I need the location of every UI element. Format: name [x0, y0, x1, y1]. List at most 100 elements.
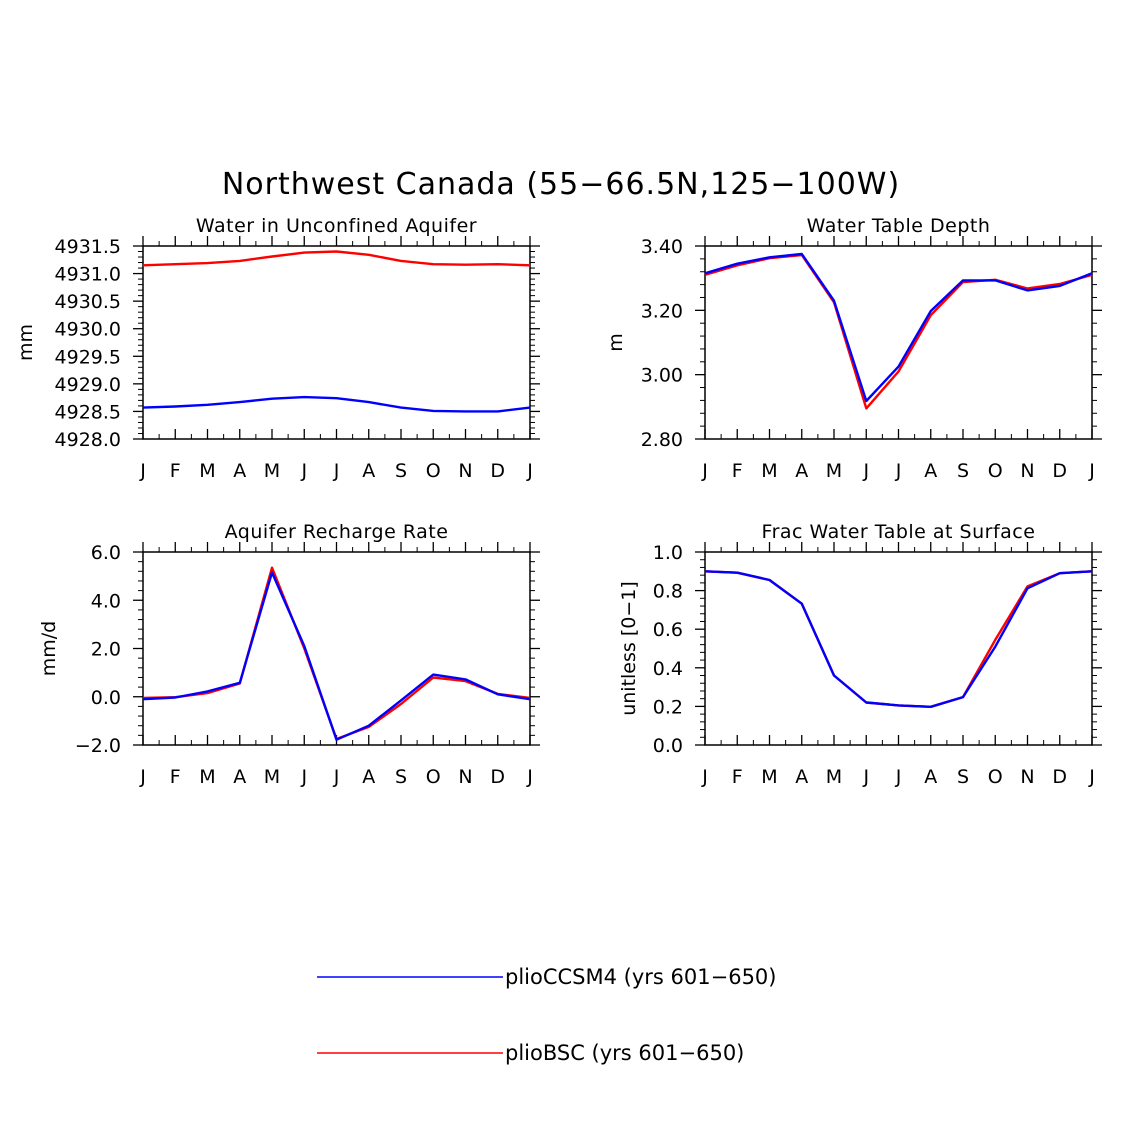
- y-tick-label: 4930.0: [55, 319, 121, 341]
- y-tick-label: 4931.0: [55, 264, 121, 286]
- series-line-pliobsc: [704, 570, 1093, 708]
- plot-frame: [142, 245, 531, 440]
- y-tick-label: 4928.5: [55, 401, 121, 423]
- x-tick-label: D: [1052, 460, 1067, 482]
- y-tick-label: 0.4: [653, 658, 683, 680]
- x-tick-label: A: [924, 766, 937, 788]
- x-tick-label: F: [732, 766, 743, 788]
- x-tick-label: M: [761, 460, 777, 482]
- y-axis-label: mm: [15, 324, 37, 361]
- x-tick-label: M: [264, 460, 280, 482]
- legend-label-pliocCSM4: plioCCSM4 (yrs 601−650): [505, 965, 776, 989]
- x-tick-label: J: [333, 766, 340, 788]
- x-tick-label: J: [333, 460, 340, 482]
- x-tick-label: J: [895, 766, 902, 788]
- y-tick-label: 3.20: [641, 300, 683, 322]
- x-tick-label: D: [1052, 766, 1067, 788]
- x-tick-label: A: [362, 460, 375, 482]
- x-tick-label: D: [490, 460, 505, 482]
- x-tick-label: A: [362, 766, 375, 788]
- x-tick-label: O: [426, 460, 441, 482]
- panel-title: Frac Water Table at Surface: [762, 521, 1036, 543]
- y-axis-label: mm/d: [38, 621, 60, 676]
- panel-title: Aquifer Recharge Rate: [225, 521, 449, 543]
- y-tick-label: 4929.0: [55, 374, 121, 396]
- legend: plioCCSM4 (yrs 601−650) plioBSC (yrs 601…: [317, 965, 776, 1065]
- x-tick-label: N: [1020, 766, 1034, 788]
- x-tick-label: F: [170, 460, 181, 482]
- x-tick-label: N: [458, 766, 472, 788]
- x-tick-label: O: [988, 766, 1003, 788]
- y-tick-label: 0.6: [653, 619, 683, 641]
- x-tick-label: J: [862, 460, 869, 482]
- series-line-plioccsm4: [704, 252, 1093, 403]
- series-line-plioccsm4: [142, 571, 531, 741]
- x-tick-label: S: [395, 766, 407, 788]
- x-tick-label: J: [895, 460, 902, 482]
- legend-label-plioBSC: plioBSC (yrs 601−650): [505, 1041, 744, 1065]
- y-axis-label: m: [605, 333, 627, 352]
- y-tick-label: 2.80: [641, 429, 683, 451]
- x-tick-label: J: [139, 766, 146, 788]
- x-tick-label: N: [1020, 460, 1034, 482]
- x-tick-label: A: [233, 460, 246, 482]
- y-tick-label: 0.8: [653, 581, 683, 603]
- y-tick-label: 4929.5: [55, 346, 121, 368]
- x-tick-label: O: [426, 766, 441, 788]
- series-line-plioccsm4: [704, 570, 1093, 708]
- x-tick-label: F: [170, 766, 181, 788]
- x-tick-label: O: [988, 460, 1003, 482]
- x-tick-label: A: [924, 460, 937, 482]
- y-axis-label: unitless [0−1]: [618, 581, 640, 716]
- y-tick-label: 4928.0: [55, 429, 121, 451]
- x-tick-label: F: [732, 460, 743, 482]
- series-line-pliobsc: [142, 250, 531, 267]
- x-tick-label: A: [795, 766, 808, 788]
- plot-frame: [704, 245, 1093, 440]
- y-tick-label: 0.0: [91, 687, 121, 709]
- x-tick-label: S: [957, 766, 969, 788]
- y-tick-label: −2.0: [75, 735, 121, 757]
- y-tick-label: 6.0: [91, 542, 121, 564]
- x-tick-label: J: [300, 460, 307, 482]
- y-tick-label: 0.0: [653, 735, 683, 757]
- x-tick-label: J: [526, 766, 533, 788]
- x-tick-label: S: [957, 460, 969, 482]
- x-tick-label: M: [199, 460, 215, 482]
- x-tick-label: M: [826, 460, 842, 482]
- x-tick-label: J: [300, 766, 307, 788]
- x-tick-label: J: [139, 460, 146, 482]
- x-tick-label: A: [795, 460, 808, 482]
- panel-title: Water Table Depth: [807, 215, 991, 237]
- y-tick-label: 3.40: [641, 236, 683, 258]
- series-line-pliobsc: [142, 566, 531, 741]
- y-tick-label: 1.0: [653, 542, 683, 564]
- figure-title: Northwest Canada (55−66.5N,125−100W): [222, 167, 900, 202]
- x-tick-label: M: [264, 766, 280, 788]
- x-tick-label: M: [199, 766, 215, 788]
- x-tick-label: M: [826, 766, 842, 788]
- series-line-plioccsm4: [142, 395, 531, 413]
- x-tick-label: N: [458, 460, 472, 482]
- y-tick-label: 2.0: [91, 639, 121, 661]
- y-tick-label: 4.0: [91, 590, 121, 612]
- y-tick-label: 3.00: [641, 365, 683, 387]
- x-tick-label: J: [701, 460, 708, 482]
- x-tick-label: A: [233, 766, 246, 788]
- panel-title: Water in Unconfined Aquifer: [196, 215, 477, 237]
- plot-frame: [142, 551, 531, 746]
- x-tick-label: D: [490, 766, 505, 788]
- x-tick-label: J: [526, 460, 533, 482]
- y-tick-label: 4931.5: [55, 236, 121, 258]
- plot-frame: [704, 551, 1093, 746]
- y-tick-label: 0.2: [653, 696, 683, 718]
- x-tick-label: J: [862, 766, 869, 788]
- x-tick-label: J: [701, 766, 708, 788]
- series-line-pliobsc: [704, 253, 1093, 410]
- x-tick-label: M: [761, 766, 777, 788]
